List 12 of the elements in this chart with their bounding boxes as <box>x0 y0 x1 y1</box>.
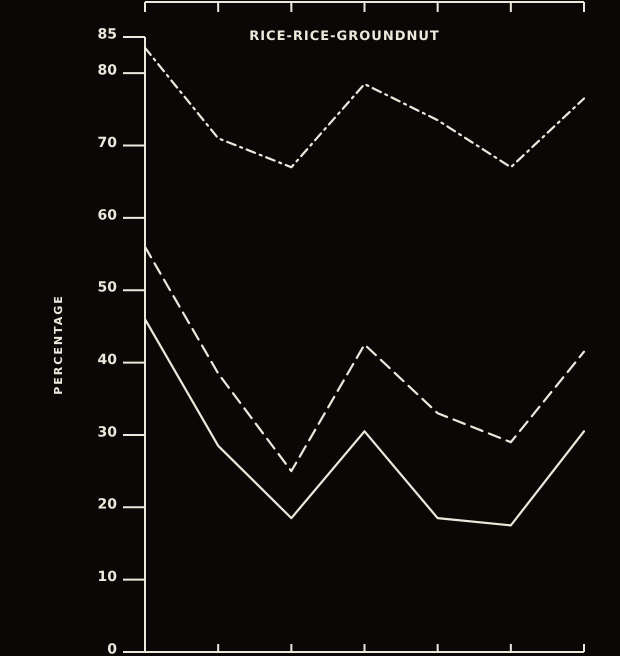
y-axis-title: PERCENTAGE <box>52 294 65 395</box>
y-tick-label: 0 <box>107 641 118 656</box>
y-tick-label: 60 <box>98 207 118 224</box>
y-tick-label: 10 <box>98 569 118 586</box>
y-tick-label: 70 <box>98 134 118 151</box>
y-tick-label: 40 <box>98 352 118 368</box>
chart-title: RICE-RICE-GROUNDNUT <box>249 29 440 44</box>
y-tick-label: 50 <box>98 280 118 296</box>
y-tick-label: 80 <box>98 62 118 79</box>
y-tick-label: 30 <box>98 424 118 440</box>
y-tick-label: 85 <box>98 26 117 42</box>
y-tick-label: 20 <box>98 496 118 513</box>
